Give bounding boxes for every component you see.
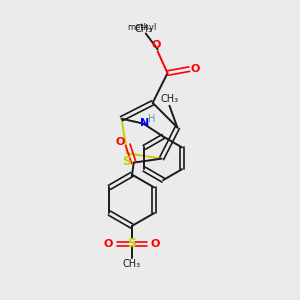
Text: S: S — [127, 237, 136, 250]
Text: O: O — [151, 239, 160, 249]
Text: CH₃: CH₃ — [135, 25, 153, 34]
Text: S: S — [122, 154, 131, 168]
Text: H: H — [148, 114, 155, 124]
Text: O: O — [152, 40, 161, 50]
Text: methyl: methyl — [127, 23, 157, 32]
Text: O: O — [115, 137, 124, 147]
Text: O: O — [190, 64, 200, 74]
Text: CH₃: CH₃ — [123, 259, 141, 269]
Text: CH₃: CH₃ — [160, 94, 178, 104]
Text: N: N — [140, 118, 149, 128]
Text: O: O — [103, 239, 113, 249]
